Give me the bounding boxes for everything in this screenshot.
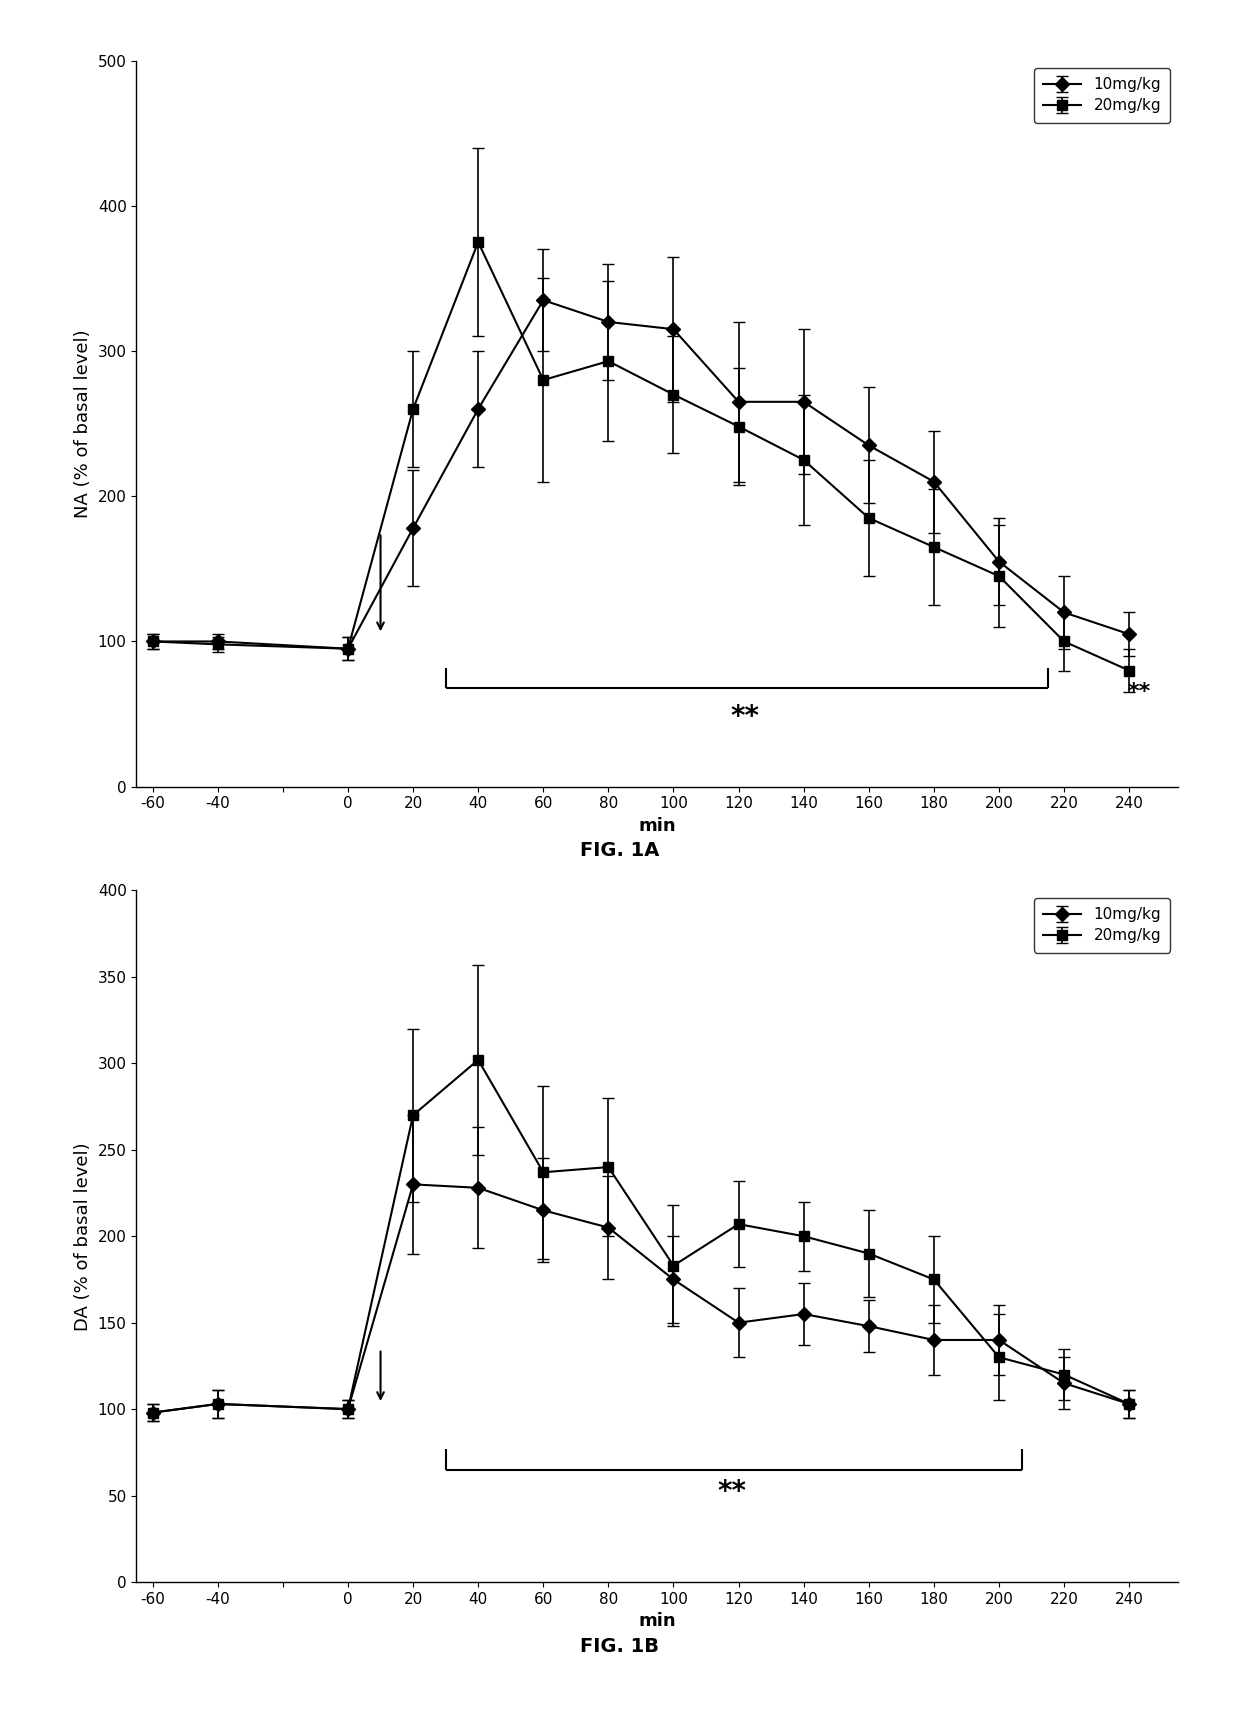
Y-axis label: DA (% of basal level): DA (% of basal level) xyxy=(74,1141,92,1331)
X-axis label: min: min xyxy=(639,1613,676,1630)
Text: FIG. 1A: FIG. 1A xyxy=(580,842,660,859)
Y-axis label: NA (% of basal level): NA (% of basal level) xyxy=(74,329,92,519)
Text: **: ** xyxy=(730,704,760,731)
Legend: 10mg/kg, 20mg/kg: 10mg/kg, 20mg/kg xyxy=(1034,897,1171,953)
Text: FIG. 1B: FIG. 1B xyxy=(580,1637,660,1655)
Text: **: ** xyxy=(718,1478,746,1506)
Legend: 10mg/kg, 20mg/kg: 10mg/kg, 20mg/kg xyxy=(1034,67,1171,123)
Text: **: ** xyxy=(1127,683,1151,702)
X-axis label: min: min xyxy=(639,818,676,835)
